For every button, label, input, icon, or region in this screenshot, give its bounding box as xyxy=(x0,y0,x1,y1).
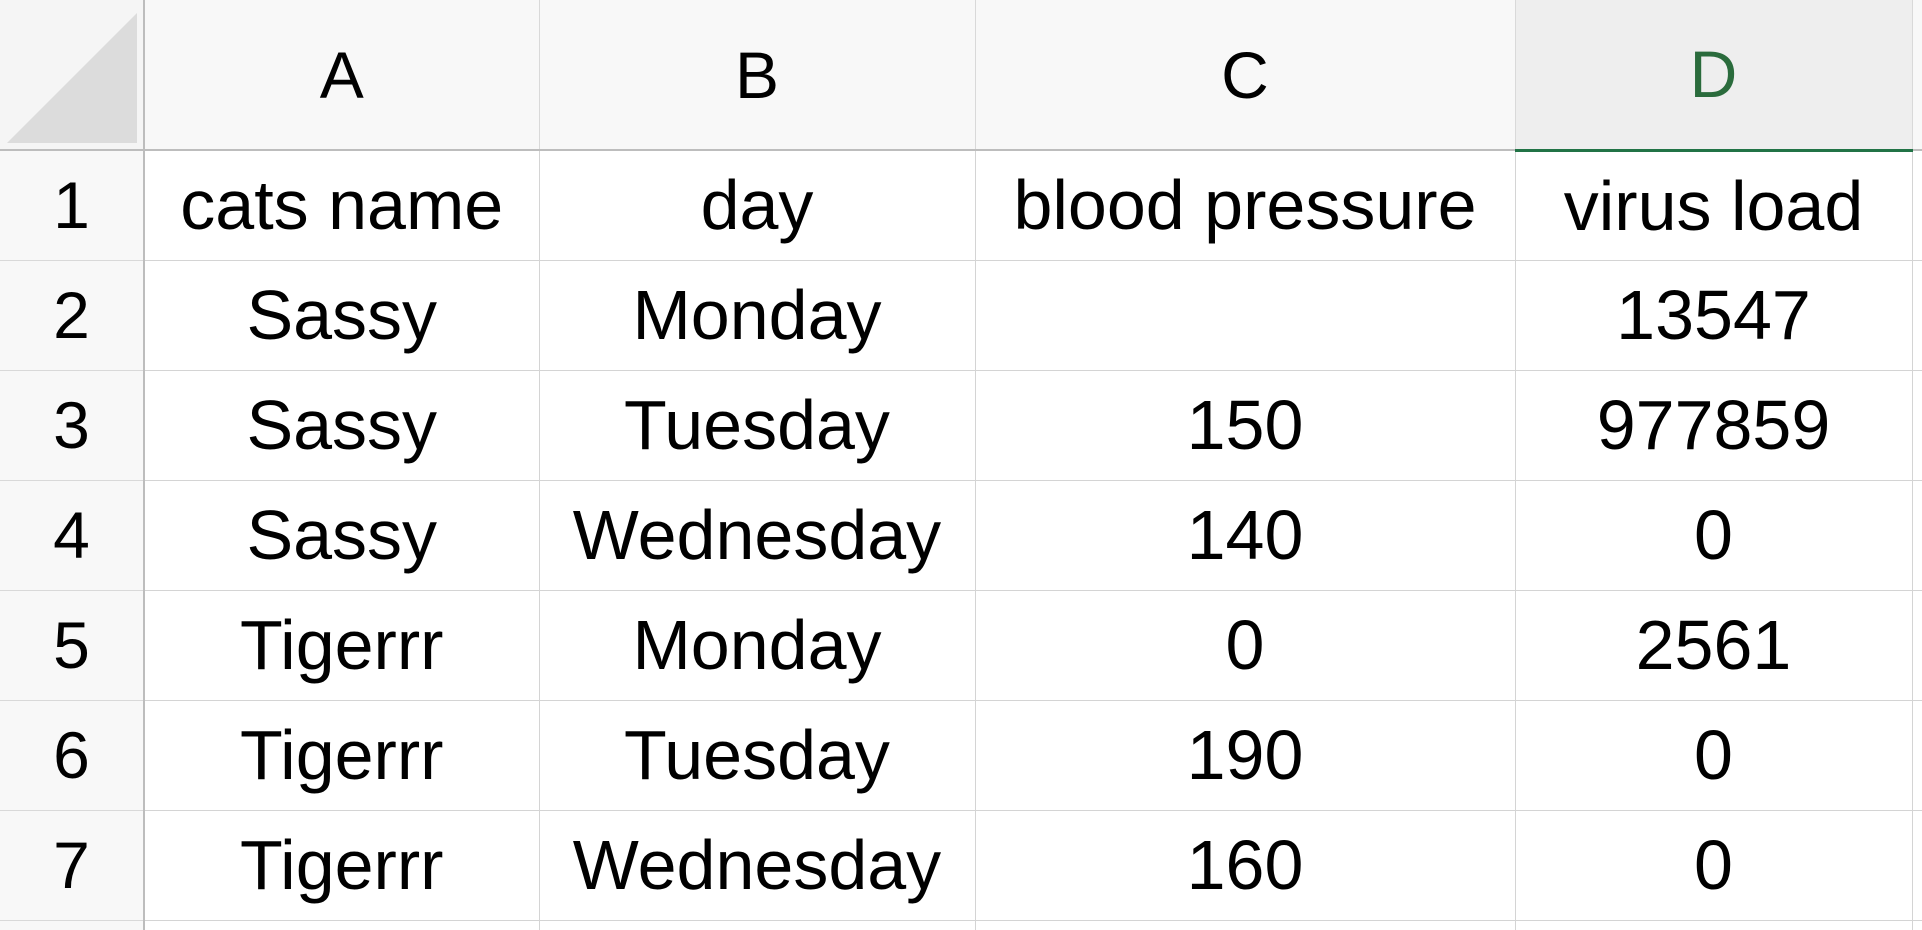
cell-e7[interactable] xyxy=(1912,810,1922,921)
cell-d6[interactable]: 0 xyxy=(1515,700,1913,811)
cell-c7[interactable]: 160 xyxy=(975,810,1516,921)
cell-b6[interactable]: Tuesday xyxy=(539,700,976,811)
select-all-triangle-icon xyxy=(7,13,137,143)
cell-c4[interactable]: 140 xyxy=(975,480,1516,591)
cell-d4[interactable]: 0 xyxy=(1515,480,1913,591)
cell-a1[interactable]: cats name xyxy=(144,150,540,261)
row-header-6[interactable]: 6 xyxy=(0,700,145,811)
cell-d1[interactable]: virus load xyxy=(1515,150,1913,261)
cell-c8[interactable] xyxy=(975,920,1516,930)
table-row: 1 cats name day blood pressure virus loa… xyxy=(0,150,1922,261)
cell-c1[interactable]: blood pressure xyxy=(975,150,1516,261)
table-row: 2 Sassy Monday 13547 xyxy=(0,260,1922,371)
cell-a6[interactable]: Tigerrr xyxy=(144,700,540,811)
cell-e4[interactable] xyxy=(1912,480,1922,591)
cell-b4[interactable]: Wednesday xyxy=(539,480,976,591)
row-header-2[interactable]: 2 xyxy=(0,260,145,371)
row-header-3[interactable]: 3 xyxy=(0,370,145,481)
cell-a3[interactable]: Sassy xyxy=(144,370,540,481)
row-header-8[interactable] xyxy=(0,920,145,930)
cell-e3[interactable] xyxy=(1912,370,1922,481)
cell-d3[interactable]: 977859 xyxy=(1515,370,1913,481)
column-header-e[interactable] xyxy=(1912,0,1922,151)
column-header-b[interactable]: B xyxy=(539,0,976,151)
cell-b3[interactable]: Tuesday xyxy=(539,370,976,481)
cell-d8[interactable] xyxy=(1515,920,1913,930)
row-header-4[interactable]: 4 xyxy=(0,480,145,591)
table-row: 6 Tigerrr Tuesday 190 0 xyxy=(0,700,1922,811)
cell-d2[interactable]: 13547 xyxy=(1515,260,1913,371)
cell-d7[interactable]: 0 xyxy=(1515,810,1913,921)
cell-c6[interactable]: 190 xyxy=(975,700,1516,811)
cell-c2[interactable] xyxy=(975,260,1516,371)
table-row: 7 Tigerrr Wednesday 160 0 xyxy=(0,810,1922,921)
cell-e6[interactable] xyxy=(1912,700,1922,811)
cell-c5[interactable]: 0 xyxy=(975,590,1516,701)
cell-e8[interactable] xyxy=(1912,920,1922,930)
cell-b1[interactable]: day xyxy=(539,150,976,261)
cell-d5[interactable]: 2561 xyxy=(1515,590,1913,701)
table-row: 3 Sassy Tuesday 150 977859 xyxy=(0,370,1922,481)
row-header-7[interactable]: 7 xyxy=(0,810,145,921)
row-header-1[interactable]: 1 xyxy=(0,150,145,261)
column-header-c[interactable]: C xyxy=(975,0,1516,151)
cell-c3[interactable]: 150 xyxy=(975,370,1516,481)
cell-b2[interactable]: Monday xyxy=(539,260,976,371)
cell-b8[interactable] xyxy=(539,920,976,930)
table-row: 4 Sassy Wednesday 140 0 xyxy=(0,480,1922,591)
cell-e5[interactable] xyxy=(1912,590,1922,701)
cell-a2[interactable]: Sassy xyxy=(144,260,540,371)
row-header-5[interactable]: 5 xyxy=(0,590,145,701)
cell-b7[interactable]: Wednesday xyxy=(539,810,976,921)
column-header-row: A B C D xyxy=(0,0,1922,152)
table-row: 5 Tigerrr Monday 0 2561 xyxy=(0,590,1922,701)
table-row xyxy=(0,920,1922,930)
column-header-a[interactable]: A xyxy=(144,0,540,151)
cell-b5[interactable]: Monday xyxy=(539,590,976,701)
cell-a5[interactable]: Tigerrr xyxy=(144,590,540,701)
cell-a7[interactable]: Tigerrr xyxy=(144,810,540,921)
cell-a8[interactable] xyxy=(144,920,540,930)
cell-a4[interactable]: Sassy xyxy=(144,480,540,591)
cell-e2[interactable] xyxy=(1912,260,1922,371)
cell-e1[interactable] xyxy=(1912,150,1922,261)
select-all-button[interactable] xyxy=(0,0,145,151)
column-header-d[interactable]: D xyxy=(1515,0,1913,152)
